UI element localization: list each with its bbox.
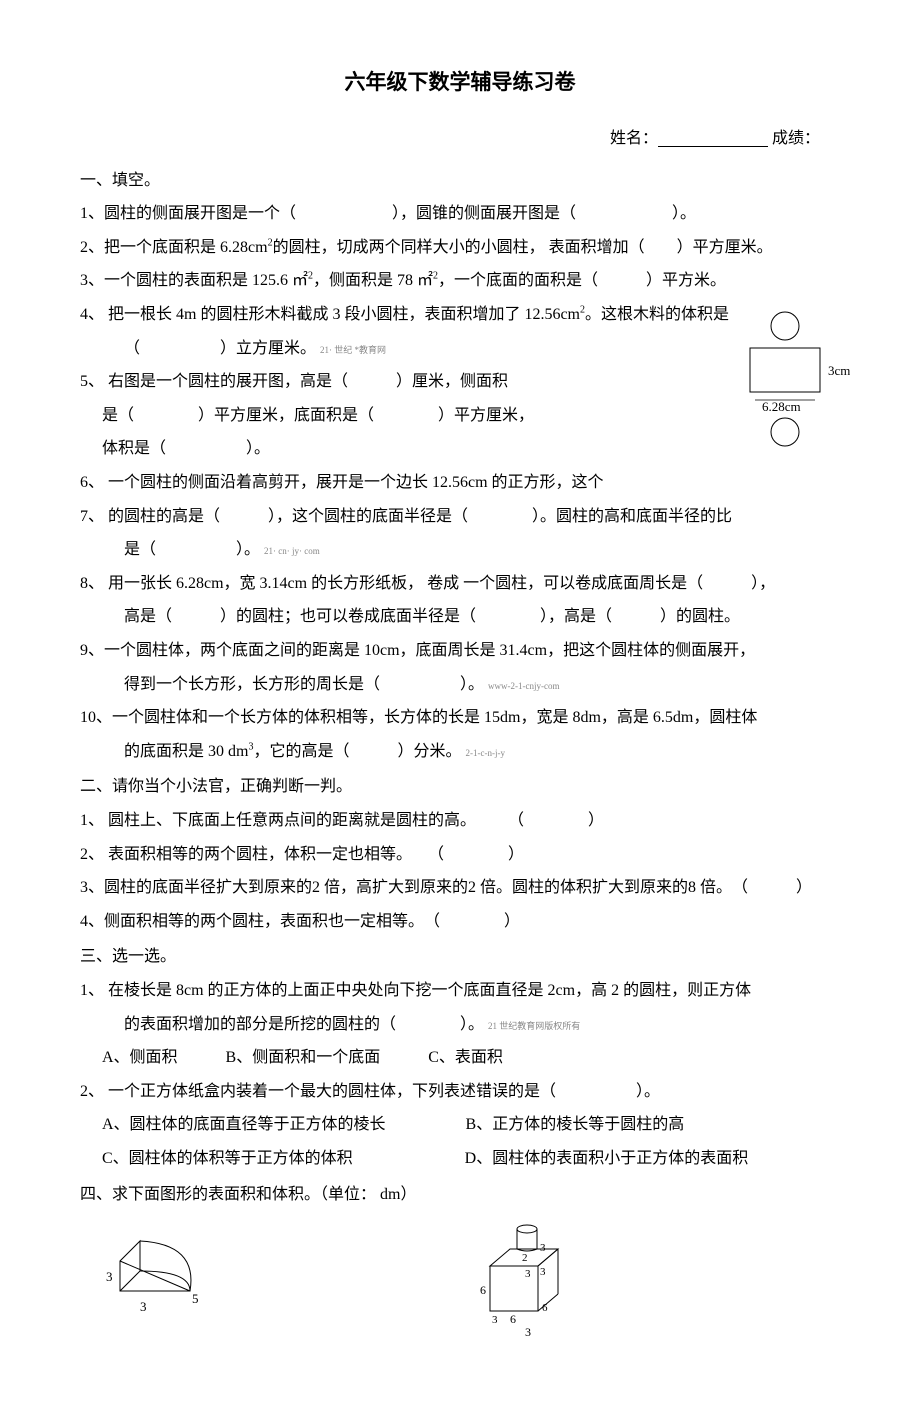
q1-7b-text: 是（ ）。	[124, 541, 260, 558]
fig5-width: 6.28cm	[762, 399, 801, 414]
page-title: 六年级下数学辅导练习卷	[80, 60, 840, 104]
q3-2a: 2、 一个正方体纸盒内装着一个最大的圆柱体，下列表述错误的是（ ）。	[80, 1075, 840, 1109]
cc-i: 3	[540, 1242, 546, 1254]
q1-3a: 3、一个圆柱的表面积是 125.6 ㎡	[80, 272, 308, 289]
cc-a: 2	[522, 1252, 528, 1264]
q1-4c-text: （ ）立方厘米。	[124, 340, 316, 357]
cc-d: 3	[492, 1314, 498, 1326]
q3-1-src: 21 世纪教育网版权所有	[488, 1021, 580, 1031]
section-3-head: 三、选一选。	[80, 940, 840, 974]
q2-1: 1、 圆柱上、下底面上任意两点间的距离就是圆柱的高。 （ ）	[80, 804, 840, 838]
q1-9b: 得到一个长方形，长方形的周长是（ ）。 www-2-1-cnjy-com	[80, 668, 840, 702]
header-line: 姓名： 成绩：	[80, 122, 840, 156]
q1-10-src: 2-1-c-n-j-y	[465, 748, 504, 758]
q1-7a: 7、 的圆柱的高是（ ），这个圆柱的底面半径是（ ）。圆柱的高和底面半径的比	[80, 500, 840, 534]
q1-8a: 8、 用一张长 6.28cm，宽 3.14cm 的长方形纸板， 卷成 一个圆柱，…	[80, 567, 840, 601]
q1-3c: ，一个底面的面积是（ ）平方米。	[438, 272, 726, 289]
q1-2: 2、把一个底面积是 6.28cm2的圆柱，切成两个同样大小的小圆柱， 表面积增加…	[80, 231, 840, 265]
cc-h: 3	[525, 1325, 531, 1339]
q3-1-opts: A、侧面积 B、侧面积和一个底面 C、表面积	[80, 1041, 840, 1075]
q3-1a: 1、 在棱长是 8cm 的正方体的上面正中央处向下挖一个底面直径是 2cm，高 …	[80, 974, 840, 1008]
q1-9b-text: 得到一个长方形，长方形的周长是（ ）。	[124, 676, 484, 693]
q1-9-src: www-2-1-cnjy-com	[488, 681, 559, 691]
q3-2b: A、圆柱体的底面直径等于正方体的棱长 B、正方体的棱长等于圆柱的高	[80, 1108, 840, 1142]
q1-10b: 的底面积是 30 dm3，它的高是（ ）分米。 2-1-c-n-j-y	[80, 735, 840, 769]
name-blank	[658, 132, 768, 147]
score-label: 成绩：	[772, 130, 820, 147]
name-label: 姓名：	[610, 130, 658, 147]
wedge-figure: 3 5 3	[100, 1221, 220, 1316]
q1-1: 1、圆柱的侧面展开图是一个（ ），圆锥的侧面展开图是（ ）。	[80, 197, 840, 231]
wedge-c: 3	[140, 1299, 147, 1314]
q1-10a: 10、一个圆柱体和一个长方体的体积相等，长方体的长是 15dm，宽是 8dm，高…	[80, 701, 840, 735]
q1-2b: 的圆柱，切成两个同样大小的小圆柱， 表面积增加（ ）平方厘米。	[273, 239, 773, 256]
cc-e: 6	[480, 1283, 486, 1297]
section-2-head: 二、请你当个小法官，正确判断一判。	[80, 770, 840, 804]
wedge-b: 5	[192, 1291, 199, 1306]
q1-6: 6、 一个圆柱的侧面沿着高剪开，展开是一个边长 12.56cm 的正方形，这个	[80, 466, 840, 500]
geometry-figures: 3 5 3 2 3 3 3 6 6 6 3 3	[80, 1221, 840, 1346]
q1-8b: 高是（ ）的圆柱；也可以卷成底面半径是（ ），高是（ ）的圆柱。	[80, 600, 840, 634]
q1-7-src: 21· cn· jy· com	[264, 546, 320, 556]
cc-f: 6	[542, 1302, 548, 1314]
q1-7b: 是（ ）。 21· cn· jy· com	[80, 533, 840, 567]
fig5-side: 3cm	[828, 363, 850, 378]
section-1-head: 一、填空。	[80, 164, 840, 198]
section-4-head: 四、求下面图形的表面积和体积。（单位： dm）	[80, 1178, 840, 1212]
q1-10b-text: 的底面积是 30 dm	[124, 743, 248, 760]
q1-2a: 2、把一个底面积是 6.28cm	[80, 239, 268, 256]
q3-1b-text: 的表面积增加的部分是所挖的圆柱的（ ）。	[124, 1016, 484, 1033]
cube-cylinder-figure: 2 3 3 3 6 6 6 3 3	[470, 1221, 600, 1346]
cc-c: 3	[540, 1266, 546, 1278]
q1-3b: ，侧面积是 78 ㎡	[313, 272, 433, 289]
cc-g: 6	[510, 1312, 516, 1326]
q3-1b: 的表面积增加的部分是所挖的圆柱的（ ）。 21 世纪教育网版权所有	[80, 1008, 840, 1042]
q1-4-src: 21· 世纪 *教育网	[320, 345, 386, 355]
q3-2c: C、圆柱体的体积等于正方体的体积 D、圆柱体的表面积小于正方体的表面积	[80, 1142, 840, 1176]
wedge-a: 3	[106, 1269, 113, 1284]
q1-4a: 4、 把一根长 4m 的圆柱形木料截成 3 段小圆柱，表面积增加了 12.56c…	[80, 306, 580, 323]
q1-10c: ，它的高是（ ）分米。	[253, 743, 461, 760]
q2-4: 4、侧面积相等的两个圆柱，表面积也一定相等。 （ ）	[80, 905, 840, 939]
cc-b: 3	[525, 1268, 531, 1280]
q2-3: 3、圆柱的底面半径扩大到原来的2 倍，高扩大到原来的2 倍。圆柱的体积扩大到原来…	[80, 871, 840, 905]
q1-3: 3、一个圆柱的表面积是 125.6 ㎡2，侧面积是 78 ㎡2，一个底面的面积是…	[80, 264, 840, 298]
cylinder-net-figure: 3cm 6.28cm	[700, 308, 850, 458]
q1-9a: 9、一个圆柱体，两个底面之间的距离是 10cm，底面周长是 31.4cm，把这个…	[80, 634, 840, 668]
q2-2: 2、 表面积相等的两个圆柱，体积一定也相等。 （ ）	[80, 838, 840, 872]
